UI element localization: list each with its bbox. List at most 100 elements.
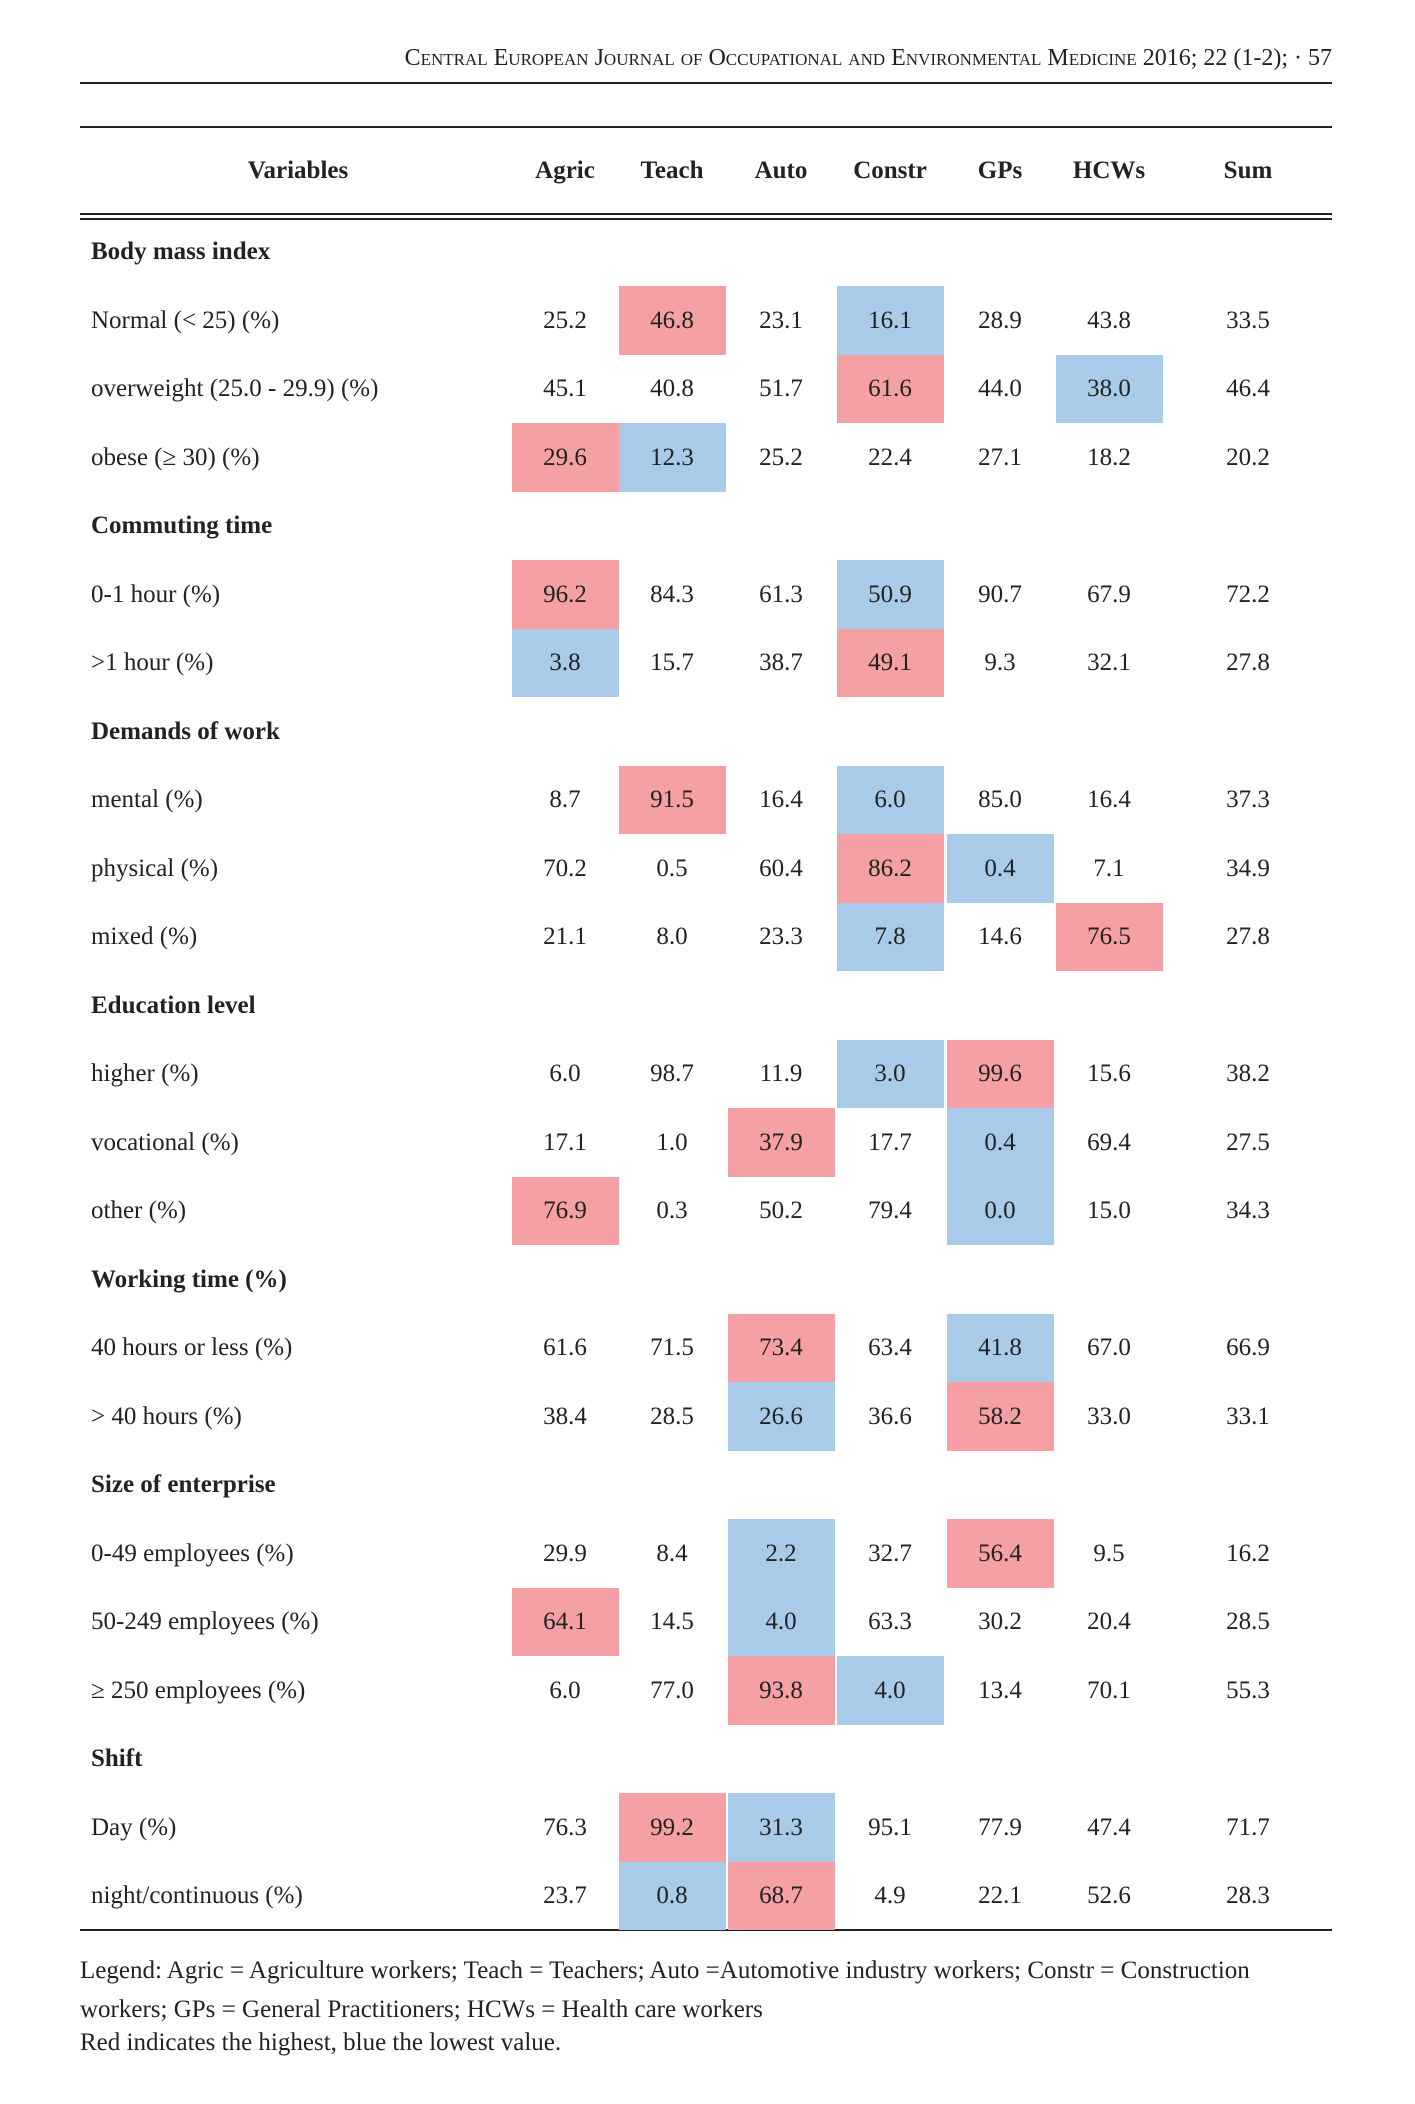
cell-value: 56.4: [978, 1539, 1022, 1567]
header-rule: [80, 82, 1332, 84]
cell-value: 0.0: [984, 1197, 1016, 1224]
cell-value: 58.2: [978, 1402, 1022, 1430]
cell-value: 34.9: [1226, 854, 1270, 882]
cell-value: 4.0: [874, 1676, 906, 1704]
highlight-cell: [511, 1176, 619, 1246]
cell-value: 33.1: [1226, 1402, 1270, 1430]
cell-value: 50.2: [759, 1197, 803, 1224]
cell-value: 68.7: [759, 1882, 803, 1909]
cell-value: 2.2: [765, 1539, 797, 1567]
cell-value: 71.5: [650, 1334, 694, 1361]
cell-value: 77.0: [650, 1676, 694, 1704]
cell-value: 13.4: [978, 1676, 1022, 1704]
cell-value: 67.0: [1087, 1334, 1131, 1361]
cell-value: 7.1: [1093, 854, 1125, 882]
cell-value: 3.0: [874, 1060, 906, 1087]
cell-value: 46.8: [650, 306, 694, 334]
cell-value: 22.1: [978, 1882, 1022, 1909]
cell-value: 32.7: [868, 1539, 912, 1567]
cell-value: 85.0: [978, 786, 1022, 813]
highlight-cell: [618, 1861, 726, 1931]
cell-value: 4.9: [874, 1882, 906, 1909]
row-label: Normal (< 25) (%): [91, 306, 280, 334]
highlight-cell: [727, 1108, 835, 1177]
cell-value: 99.6: [978, 1060, 1022, 1087]
cell-value: 17.7: [868, 1128, 912, 1156]
row-label: Day (%): [91, 1813, 177, 1841]
highlight-cell: [946, 1382, 1054, 1451]
highlight-cell: [946, 1176, 1054, 1246]
highlight-cell: [618, 765, 726, 835]
cell-value: 38.4: [543, 1402, 587, 1430]
cell-value: 55.3: [1226, 1676, 1270, 1704]
cell-value: 38.0: [1087, 375, 1131, 402]
cell-value: 84.3: [650, 580, 694, 608]
cell-value: 0.4: [984, 854, 1016, 882]
cell-value: 8.4: [656, 1539, 688, 1567]
cell-value: 49.1: [868, 649, 912, 676]
column-header: HCWs: [1072, 157, 1146, 184]
cell-value: 37.9: [759, 1128, 803, 1156]
cell-value: 20.4: [1087, 1608, 1131, 1635]
column-header: Teach: [640, 157, 704, 184]
cell-value: 91.5: [650, 786, 694, 813]
highlight-cell: [836, 628, 944, 698]
cell-value: 15.0: [1087, 1197, 1131, 1224]
highlight-cell: [511, 423, 619, 492]
highlight-cell: [836, 354, 944, 424]
cell-value: 21.1: [543, 923, 587, 950]
highlight-cell: [727, 1519, 835, 1588]
cell-value: 61.6: [868, 375, 912, 402]
row-label: > 40 hours (%): [91, 1402, 242, 1430]
cell-value: 27.8: [1226, 923, 1270, 950]
cell-value: 38.2: [1226, 1060, 1270, 1087]
row-label: mixed (%): [91, 923, 198, 950]
cell-value: 38.7: [759, 649, 803, 676]
row-label: higher (%): [91, 1060, 199, 1087]
cell-value: 8.7: [549, 786, 581, 813]
cell-value: 18.2: [1087, 443, 1131, 471]
section-title: Shift: [91, 1745, 143, 1772]
cell-value: 95.1: [868, 1813, 912, 1841]
cell-value: 86.2: [868, 854, 912, 882]
section-title: Size of enterprise: [91, 1471, 276, 1498]
cell-value: 46.4: [1226, 375, 1270, 402]
cell-value: 16.1: [868, 306, 912, 334]
highlight-cell: [727, 1382, 835, 1451]
cell-value: 61.6: [543, 1334, 587, 1361]
highlight-cell: [511, 628, 619, 698]
highlight-cell: [946, 834, 1054, 903]
cell-value: 76.3: [543, 1813, 587, 1841]
cell-value: 27.5: [1226, 1128, 1270, 1156]
cell-value: 4.0: [765, 1608, 797, 1635]
cell-value: 29.6: [543, 443, 587, 471]
cell-value: 66.9: [1226, 1334, 1270, 1361]
row-label: ≥ 250 employees (%): [91, 1676, 306, 1704]
cell-value: 7.8: [874, 923, 906, 950]
row-label: overweight (25.0 - 29.9) (%): [91, 375, 379, 402]
table-top-rule: [80, 126, 1332, 128]
highlight-cell: [727, 1587, 835, 1657]
row-label: vocational (%): [91, 1128, 239, 1156]
cell-value: 69.4: [1087, 1128, 1131, 1156]
row-label: night/continuous (%): [91, 1882, 303, 1909]
cell-value: 28.5: [1226, 1608, 1270, 1635]
cell-value: 23.7: [543, 1882, 587, 1909]
highlight-cell: [618, 1793, 726, 1862]
cell-value: 8.0: [656, 923, 688, 950]
cell-value: 33.5: [1226, 306, 1270, 334]
row-label: physical (%): [91, 854, 219, 882]
cell-value: 32.1: [1087, 649, 1131, 676]
cell-value: 0.3: [656, 1197, 688, 1224]
highlight-cell: [1055, 902, 1163, 972]
cell-value: 37.3: [1226, 786, 1270, 813]
cell-value: 0.5: [656, 854, 688, 882]
column-header: Agric: [535, 157, 595, 184]
highlight-cell: [836, 286, 944, 355]
cell-value: 22.4: [868, 443, 912, 471]
cell-value: 20.2: [1226, 443, 1270, 471]
cell-value: 72.2: [1226, 580, 1270, 608]
column-header: Sum: [1223, 157, 1273, 184]
cell-value: 27.8: [1226, 649, 1270, 676]
